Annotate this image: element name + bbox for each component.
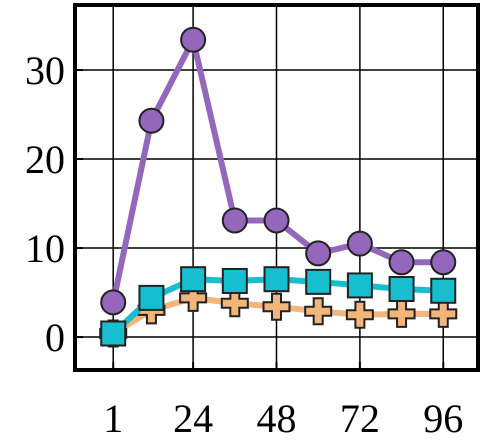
y-tick-label: 0 (45, 315, 65, 360)
x-tick-label: 96 (423, 396, 463, 441)
y-tick-label: 30 (25, 48, 65, 93)
marker (388, 249, 415, 276)
marker (221, 267, 248, 294)
marker (346, 272, 373, 299)
marker (263, 266, 290, 293)
marker (387, 299, 416, 328)
plot-frame (73, 3, 480, 372)
marker (179, 283, 208, 312)
x-tick-label: 48 (257, 396, 297, 441)
marker (220, 289, 249, 318)
marker (430, 249, 457, 276)
marker (345, 300, 374, 329)
x-tick-label: 72 (340, 396, 380, 441)
marker (100, 289, 127, 316)
y-tick-label: 10 (25, 226, 65, 271)
marker (429, 299, 458, 328)
marker (180, 26, 207, 53)
marker (138, 107, 165, 134)
marker (100, 320, 127, 347)
x-tick-label: 1 (103, 396, 123, 441)
marker (430, 277, 457, 304)
marker (305, 240, 332, 267)
marker (262, 292, 291, 321)
y-tick-label: 20 (25, 137, 65, 182)
marker (305, 268, 332, 295)
marker (346, 230, 373, 257)
x-tick-label: 24 (173, 396, 213, 441)
marker (304, 297, 333, 326)
marker (180, 266, 207, 293)
marker (221, 207, 248, 234)
marker (138, 284, 165, 311)
marker (263, 207, 290, 234)
marker (388, 275, 415, 302)
